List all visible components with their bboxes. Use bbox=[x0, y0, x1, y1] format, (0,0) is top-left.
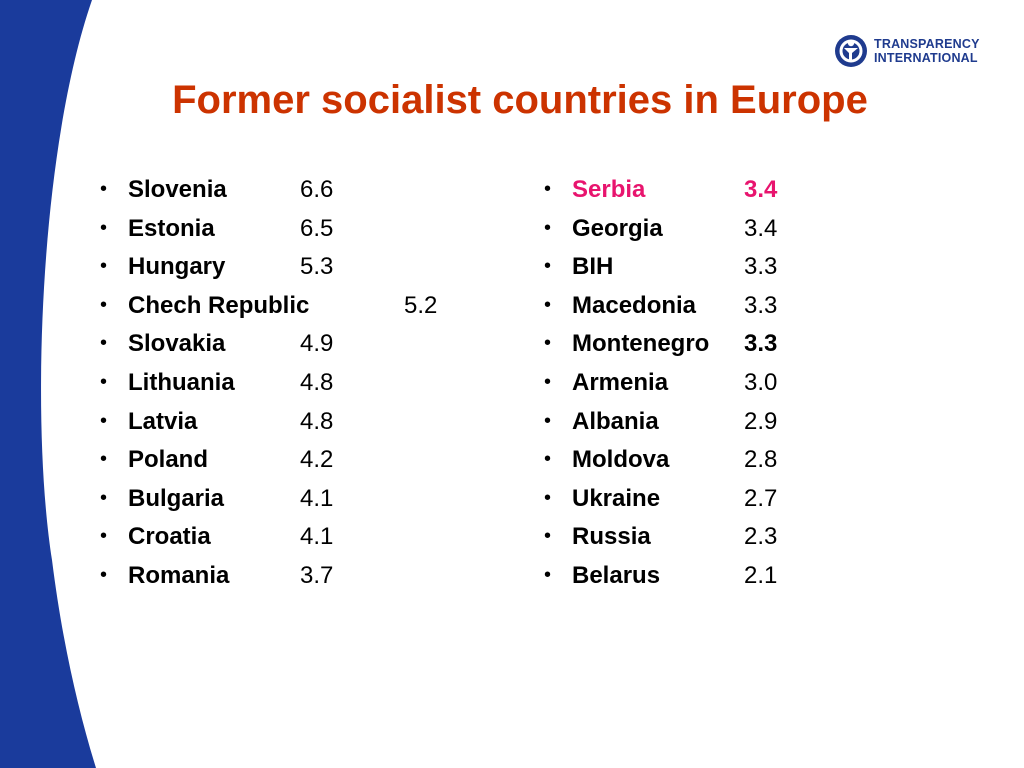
country-name: Chech Republic bbox=[128, 291, 310, 319]
bullet-icon: • bbox=[100, 409, 108, 432]
country-name: Hungary bbox=[128, 253, 226, 281]
country-name: Bulgaria bbox=[128, 484, 225, 512]
country-score: 6.6 bbox=[300, 176, 334, 203]
country-score: 3.0 bbox=[744, 368, 778, 396]
bullet-icon: • bbox=[100, 563, 108, 586]
bullet-icon: • bbox=[544, 255, 552, 278]
transparency-international-logo-icon bbox=[835, 35, 867, 67]
transparency-international-logo: TRANSPARENCY INTERNATIONAL bbox=[834, 34, 980, 68]
bullet-icon: • bbox=[544, 525, 552, 548]
bullet-icon: • bbox=[544, 563, 552, 586]
bullet-icon: • bbox=[544, 486, 552, 509]
bullet-icon: • bbox=[544, 216, 552, 239]
logo-text-line1: TRANSPARENCY bbox=[874, 37, 980, 51]
country-name: Romania bbox=[128, 561, 230, 589]
country-name: Belarus bbox=[572, 561, 661, 589]
country-score: 2.9 bbox=[744, 407, 778, 435]
bullet-icon: • bbox=[100, 332, 108, 355]
bullet-icon: • bbox=[100, 293, 108, 316]
country-score: 4.1 bbox=[300, 484, 334, 512]
country-name: Latvia bbox=[128, 407, 198, 435]
bullet-icon: • bbox=[100, 255, 108, 278]
bullet-icon: • bbox=[544, 178, 552, 200]
country-name: Serbia bbox=[572, 176, 646, 203]
country-score: 4.9 bbox=[300, 330, 334, 358]
country-score: 4.2 bbox=[300, 446, 334, 474]
bullet-icon: • bbox=[100, 178, 108, 200]
decorative-blue-band bbox=[0, 0, 96, 768]
logo-text-line2: INTERNATIONAL bbox=[874, 51, 978, 65]
country-name: Georgia bbox=[572, 214, 663, 242]
country-name: Russia bbox=[572, 523, 651, 551]
country-score: 3.3 bbox=[744, 291, 778, 319]
country-score: 5.2 bbox=[404, 291, 438, 319]
bullet-icon: • bbox=[544, 370, 552, 393]
country-score: 5.3 bbox=[300, 253, 334, 281]
country-name: Estonia bbox=[128, 214, 215, 242]
country-score: 2.7 bbox=[744, 484, 778, 512]
country-name: Macedonia bbox=[572, 291, 697, 319]
country-name: Slovenia bbox=[128, 176, 227, 203]
bullet-icon: • bbox=[100, 370, 108, 393]
country-name: BIH bbox=[572, 253, 614, 281]
bullet-icon: • bbox=[544, 332, 552, 355]
country-score: 4.8 bbox=[300, 407, 334, 435]
country-score: 2.1 bbox=[744, 561, 778, 589]
slide-title: Former socialist countries in Europe bbox=[172, 78, 868, 122]
country-name: Armenia bbox=[572, 368, 669, 396]
country-score: 4.1 bbox=[300, 523, 334, 551]
country-score: 3.4 bbox=[744, 176, 778, 203]
bullet-icon: • bbox=[100, 525, 108, 548]
country-name: Lithuania bbox=[128, 368, 235, 396]
bullet-icon: • bbox=[100, 216, 108, 239]
country-name: Ukraine bbox=[572, 484, 661, 512]
country-name: Slovakia bbox=[128, 330, 226, 358]
country-name: Montenegro bbox=[572, 330, 710, 358]
bullet-icon: • bbox=[544, 293, 552, 316]
country-score: 4.8 bbox=[300, 368, 334, 396]
country-score: 3.7 bbox=[300, 561, 334, 589]
country-score: 6.5 bbox=[300, 214, 334, 242]
country-score: 3.4 bbox=[744, 214, 778, 242]
country-name: Albania bbox=[572, 407, 659, 435]
country-score: 2.3 bbox=[744, 523, 778, 551]
country-name: Poland bbox=[128, 446, 209, 474]
bullet-icon: • bbox=[544, 448, 552, 471]
country-name: Moldova bbox=[572, 446, 670, 474]
country-name: Croatia bbox=[128, 523, 211, 551]
bullet-icon: • bbox=[100, 448, 108, 471]
country-score: 2.8 bbox=[744, 446, 778, 474]
bullet-icon: • bbox=[100, 486, 108, 509]
country-score: 3.3 bbox=[744, 330, 778, 358]
country-score: 3.3 bbox=[744, 253, 778, 281]
bullet-icon: • bbox=[544, 409, 552, 432]
